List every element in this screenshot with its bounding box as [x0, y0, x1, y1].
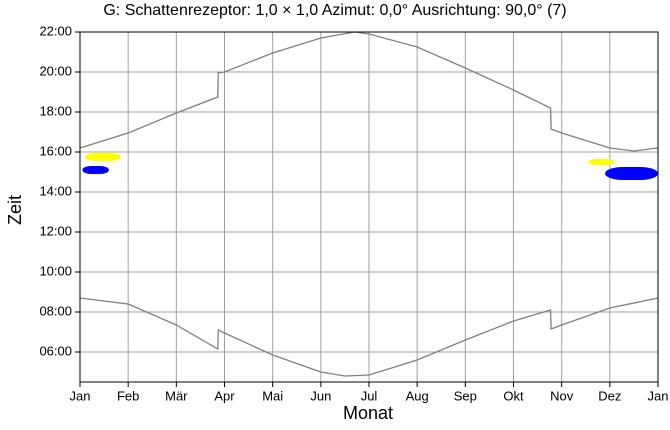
shadow-region [588, 159, 615, 165]
y-tick-label: 18:00 [39, 103, 72, 118]
plot-border [79, 31, 659, 383]
y-tick-label: 22:00 [39, 23, 72, 38]
y-tick-label: 12:00 [39, 223, 72, 238]
x-axis-label: Monat [343, 403, 393, 423]
x-tick-label: Dez [598, 388, 621, 403]
y-tick-label: 10:00 [39, 263, 72, 278]
y-tick-label: 16:00 [39, 143, 72, 158]
x-tick-label: Feb [117, 388, 139, 403]
x-tick-label: Jan [648, 388, 669, 403]
x-tick-label: Okt [503, 388, 524, 403]
x-tick-label: Jan [70, 388, 91, 403]
chart-title: G: Schattenrezeptor: 1,0 × 1,0 Azimut: 0… [103, 2, 566, 19]
x-tick-label: Jun [310, 388, 331, 403]
y-tick-label: 06:00 [39, 343, 72, 358]
y-tick-label: 14:00 [39, 183, 72, 198]
x-tick-label: Sep [454, 388, 477, 403]
y-tick-label: 20:00 [39, 63, 72, 78]
x-tick-label: Mai [262, 388, 283, 403]
line [79, 297, 659, 377]
shadow-region [605, 167, 658, 180]
x-tick-label: Apr [214, 388, 235, 403]
x-tick-label: Nov [550, 388, 574, 403]
y-tick-label: 08:00 [39, 303, 72, 318]
x-tick-label: Jul [361, 388, 378, 403]
line [79, 31, 659, 152]
shadow-region [84, 153, 121, 161]
x-tick-label: Mär [165, 388, 188, 403]
x-tick-label: Aug [406, 388, 429, 403]
shadow-region [82, 166, 109, 174]
y-axis-label: Zeit [5, 195, 25, 225]
